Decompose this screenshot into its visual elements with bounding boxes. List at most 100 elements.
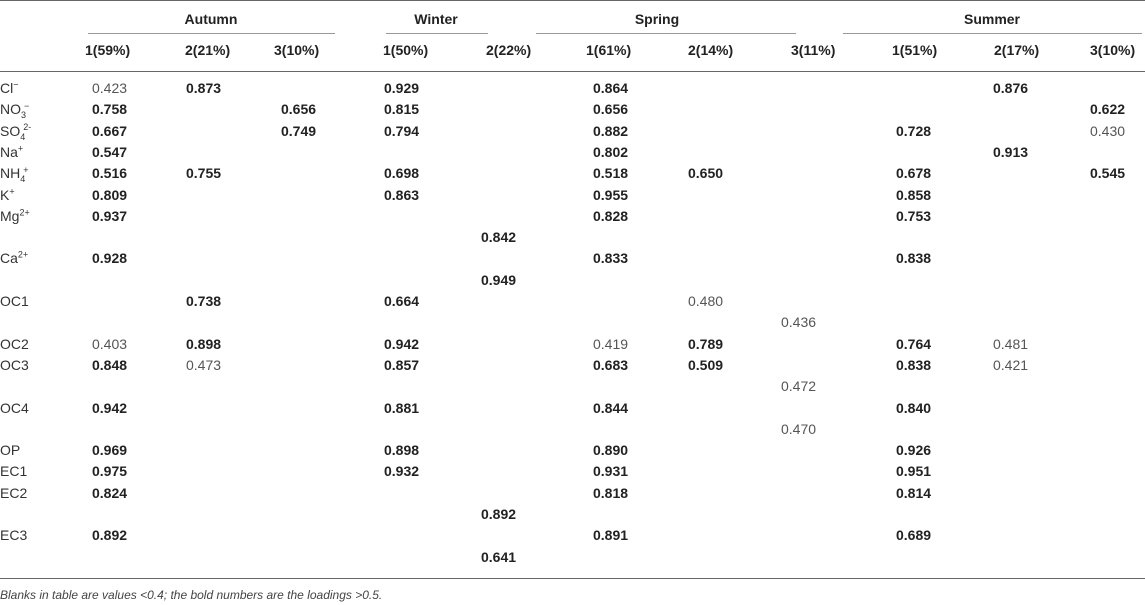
row-label-base: OC4 <box>0 399 29 416</box>
loading-value: 0.844 <box>593 399 629 416</box>
factor-header: 1(61%) <box>586 42 632 58</box>
bottom-rule <box>0 578 1145 579</box>
loading-value: 0.755 <box>186 165 222 182</box>
row-label: EC3 <box>0 527 27 543</box>
season-header: Summer <box>963 11 1021 27</box>
loading-value: 0.951 <box>896 463 932 480</box>
row-label-base: EC1 <box>0 463 28 480</box>
loading-value: 0.794 <box>384 122 420 139</box>
factor-header: 1(59%) <box>85 42 131 58</box>
loading-value: 0.545 <box>1090 165 1126 182</box>
loading-value: 0.969 <box>92 442 128 459</box>
loading-value: 0.931 <box>593 463 629 480</box>
loading-value: 0.516 <box>92 165 128 182</box>
loading-value: 0.864 <box>593 80 629 96</box>
season-rule-0 <box>88 33 335 34</box>
factor-header: 2(22%) <box>486 42 532 58</box>
loading-value: 0.667 <box>92 122 128 139</box>
loading-value: 0.882 <box>593 122 629 139</box>
factor-header: 1(50%) <box>383 42 429 58</box>
loading-value: 0.975 <box>92 463 128 480</box>
loading-value: 0.838 <box>896 356 932 373</box>
loading-value: 0.881 <box>384 399 420 416</box>
row-label: NO3− <box>0 101 29 121</box>
row-label: EC2 <box>0 485 27 501</box>
loading-value: 0.942 <box>384 335 420 352</box>
row-label: SO42- <box>0 122 31 140</box>
loading-value: 0.815 <box>384 101 420 118</box>
loading-value: 0.641 <box>481 548 517 565</box>
row-label: EC1 <box>0 463 27 479</box>
loading-value: 0.937 <box>92 207 128 224</box>
row-label-base: EC2 <box>0 484 28 501</box>
loading-value: 0.802 <box>593 143 629 160</box>
factor-header: 3(10%) <box>274 42 320 58</box>
loading-value: 0.689 <box>896 527 932 544</box>
loading-value: 0.828 <box>593 207 629 224</box>
factor-header: 2(17%) <box>994 42 1040 58</box>
loading-value: 0.928 <box>92 250 128 267</box>
loading-value: 0.656 <box>281 101 317 118</box>
loading-value: 0.833 <box>593 250 629 267</box>
row-label-base: OC2 <box>0 335 29 352</box>
row-label: OC3 <box>0 357 29 373</box>
row-label: NH4+ <box>0 165 29 184</box>
top-rule <box>0 0 1145 1</box>
loading-value: 0.898 <box>384 442 420 459</box>
season-header: Winter <box>414 11 458 27</box>
loading-value: 0.509 <box>688 356 724 373</box>
header-rule <box>0 71 1145 72</box>
loading-value: 0.518 <box>593 165 629 182</box>
loading-value: 0.547 <box>92 143 128 160</box>
loading-value: 0.857 <box>384 356 420 373</box>
loading-value: 0.758 <box>92 101 128 118</box>
loading-value: 0.913 <box>993 143 1029 160</box>
loading-value: 0.789 <box>688 335 724 352</box>
factor-header: 3(11%) <box>791 42 836 58</box>
loading-value: 0.480 <box>688 293 724 309</box>
loading-value: 0.848 <box>92 356 128 373</box>
loading-value: 0.656 <box>593 101 629 118</box>
loading-value: 0.753 <box>896 207 932 224</box>
row-label: OC2 <box>0 336 29 352</box>
loading-value: 0.838 <box>896 250 932 267</box>
row-label-subscript: 3 <box>21 110 27 121</box>
row-label: Na+ <box>0 144 23 160</box>
loading-value: 0.472 <box>781 378 817 395</box>
season-header: Autumn <box>184 11 238 27</box>
loading-value: 0.873 <box>186 80 222 96</box>
row-label-subscript: 4 <box>20 173 26 184</box>
loading-value: 0.892 <box>481 506 517 522</box>
loading-value: 0.430 <box>1090 122 1126 139</box>
row-label: K+ <box>0 186 15 202</box>
loading-value: 0.423 <box>92 80 128 96</box>
row-label-base: EC3 <box>0 527 28 544</box>
loading-value: 0.622 <box>1090 101 1126 118</box>
loading-value: 0.929 <box>384 80 420 96</box>
row-label-base: OC1 <box>0 293 29 309</box>
loading-value: 0.749 <box>281 122 317 139</box>
loading-value: 0.809 <box>92 186 128 203</box>
row-label: OC1 <box>0 293 29 309</box>
loading-value: 0.876 <box>993 80 1029 96</box>
row-label-base: Ca <box>0 250 18 267</box>
loading-value: 0.683 <box>593 356 629 373</box>
loading-value: 0.764 <box>896 335 932 352</box>
loading-value: 0.421 <box>993 356 1029 373</box>
row-label-base: Na <box>0 143 18 160</box>
loading-value: 0.678 <box>896 165 932 182</box>
row-label: OP <box>0 442 20 458</box>
factor-header: 2(14%) <box>688 42 734 58</box>
row-label-base: NH <box>0 165 21 182</box>
row-label-base: Mg <box>0 207 20 224</box>
row-label-base: OP <box>0 442 21 459</box>
row-label-superscript: − <box>13 79 19 90</box>
loading-value: 0.698 <box>384 165 420 182</box>
row-label-superscript: + <box>17 143 24 154</box>
loading-value: 0.863 <box>384 186 420 203</box>
loading-value: 0.890 <box>593 442 629 459</box>
loading-value: 0.949 <box>481 271 517 288</box>
loading-value: 0.403 <box>92 335 128 352</box>
loading-value: 0.892 <box>92 527 128 544</box>
